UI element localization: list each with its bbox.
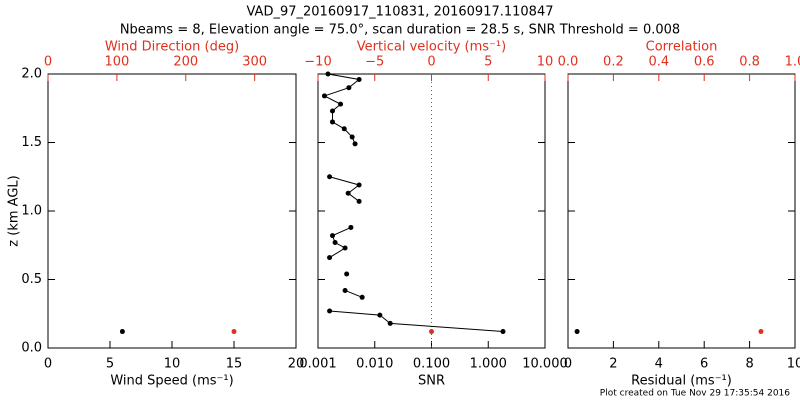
data-point xyxy=(327,308,333,314)
x-tick-label: 10 xyxy=(787,357,800,372)
x2-tick-label: −10 xyxy=(304,55,331,70)
data-point xyxy=(338,101,344,107)
x2-tick-label: 10 xyxy=(537,55,554,70)
x-tick-label: 0.001 xyxy=(299,357,336,372)
x2-tick-label: 0.4 xyxy=(648,55,669,70)
data-point xyxy=(329,119,335,125)
x2-tick-label: 0.2 xyxy=(603,55,624,70)
data-point xyxy=(352,141,358,147)
x2-tick-label: 300 xyxy=(242,55,267,70)
data-point xyxy=(325,71,331,77)
x-axis-label: Wind Speed (ms⁻¹) xyxy=(110,374,233,389)
data-point xyxy=(342,287,348,293)
x2-tick-label: 0 xyxy=(427,55,435,70)
data-point xyxy=(356,76,362,82)
x2-tick-label: 5 xyxy=(484,55,492,70)
data-point xyxy=(341,126,347,132)
y-tick-label: 0.0 xyxy=(21,341,42,356)
data-point xyxy=(346,85,352,91)
data-point xyxy=(345,190,351,196)
data-line xyxy=(323,73,361,145)
x-tick-label: 8 xyxy=(745,357,753,372)
x2-axis-label: Vertical velocity (ms⁻¹) xyxy=(357,40,506,55)
footer: Plot created on Tue Nov 29 17:35:54 2016 xyxy=(600,389,790,399)
data-point xyxy=(329,108,335,114)
x-tick-label: 20 xyxy=(288,357,305,372)
x-tick-label: 2 xyxy=(609,357,617,372)
x-tick-label: 15 xyxy=(226,357,243,372)
x2-tick-label: 0.6 xyxy=(694,55,715,70)
data-point xyxy=(377,312,383,318)
x-tick-label: 0.100 xyxy=(413,357,450,372)
y-tick-label: 0.5 xyxy=(21,272,42,287)
x-tick-label: 0 xyxy=(564,357,572,372)
data-point xyxy=(321,93,327,99)
data-point xyxy=(359,294,365,300)
chart-subtitle: Nbeams = 8, Elevation angle = 75.0°, sca… xyxy=(120,23,680,38)
data-point xyxy=(327,174,333,180)
x-tick-label: 4 xyxy=(655,357,663,372)
x2-tick-label: 200 xyxy=(173,55,198,70)
x2-axis-label: Correlation xyxy=(646,40,718,55)
data-point xyxy=(349,134,355,140)
y-tick-label: 2.0 xyxy=(21,67,42,82)
x2-tick-label: 0.0 xyxy=(558,55,579,70)
data-point xyxy=(348,224,354,230)
x-tick-label: 1.000 xyxy=(470,357,507,372)
data-line xyxy=(344,289,363,298)
x2-tick-label: 1.0 xyxy=(785,55,800,70)
y-tick-label: 1.0 xyxy=(21,204,42,219)
x-axis-label: Residual (ms⁻¹) xyxy=(631,374,732,389)
data-point xyxy=(344,271,350,277)
data-point xyxy=(574,329,580,335)
data-point xyxy=(500,329,506,335)
x-axis-label: SNR xyxy=(418,374,445,389)
x2-tick-label: 0.8 xyxy=(739,55,760,70)
data-point xyxy=(327,255,333,261)
x-tick-label: 0 xyxy=(44,357,52,372)
data-point xyxy=(387,320,393,326)
x-tick-label: 10.000 xyxy=(522,357,568,372)
chart-title: VAD_97_20160917_110831, 20160917.110847 xyxy=(247,5,554,20)
data-point xyxy=(342,245,348,251)
x2-tick-label: −5 xyxy=(365,55,384,70)
data-point xyxy=(332,240,338,246)
data-line xyxy=(329,310,504,333)
x-tick-label: 10 xyxy=(164,357,181,372)
data-point xyxy=(329,233,335,239)
x2-tick-label: 0 xyxy=(44,55,52,70)
data-point xyxy=(758,329,764,335)
y-tick-label: 1.5 xyxy=(21,135,42,150)
x2-axis-label: Wind Direction (deg) xyxy=(105,40,239,55)
x-tick-label: 5 xyxy=(106,357,114,372)
data-point xyxy=(429,329,434,335)
data-point xyxy=(356,198,362,204)
data-point xyxy=(119,329,125,335)
x2-tick-label: 100 xyxy=(104,55,129,70)
y-axis-label: z (km AGL) xyxy=(7,175,22,246)
data-point xyxy=(356,182,362,188)
x-tick-label: 0.010 xyxy=(356,357,393,372)
x-tick-label: 6 xyxy=(700,357,708,372)
data-line xyxy=(329,176,361,202)
data-point xyxy=(231,329,237,335)
